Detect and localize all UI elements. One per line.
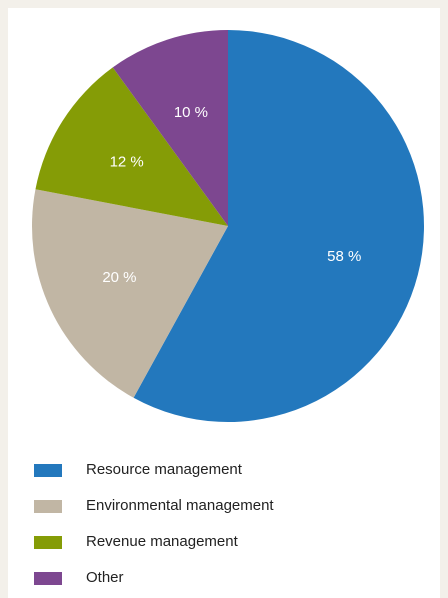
legend-label: Other [86,569,124,586]
pie-slice-2 [35,67,229,226]
legend-label: Revenue management [86,533,238,550]
legend-swatch [34,536,62,549]
pie-chart: 58 % 20 % 12 % 10 % [31,30,424,422]
legend-label: Environmental management [86,497,274,514]
slice-value-label-3: 10 % [174,104,208,121]
slice-value-label-2: 12 % [110,154,144,171]
legend-swatch [34,500,62,513]
legend-label: Resource management [86,461,242,478]
legend-swatch [34,572,62,585]
slice-value-label-1: 20 % [102,269,136,286]
pie-slice-0 [133,30,424,422]
slice-value-label-0: 58 % [327,248,361,265]
pie-slice-1 [31,189,228,398]
pie-slice-3 [112,30,228,226]
chart-panel: 58 % 20 % 12 % 10 % Resource management Envi… [8,8,440,598]
legend-swatch [34,464,62,477]
